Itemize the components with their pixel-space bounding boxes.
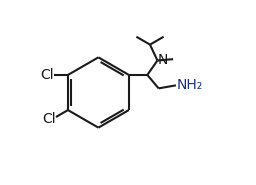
Text: Cl: Cl [40, 68, 54, 82]
Text: NH₂: NH₂ [177, 78, 203, 92]
Text: N: N [158, 53, 168, 67]
Text: Cl: Cl [42, 112, 55, 126]
